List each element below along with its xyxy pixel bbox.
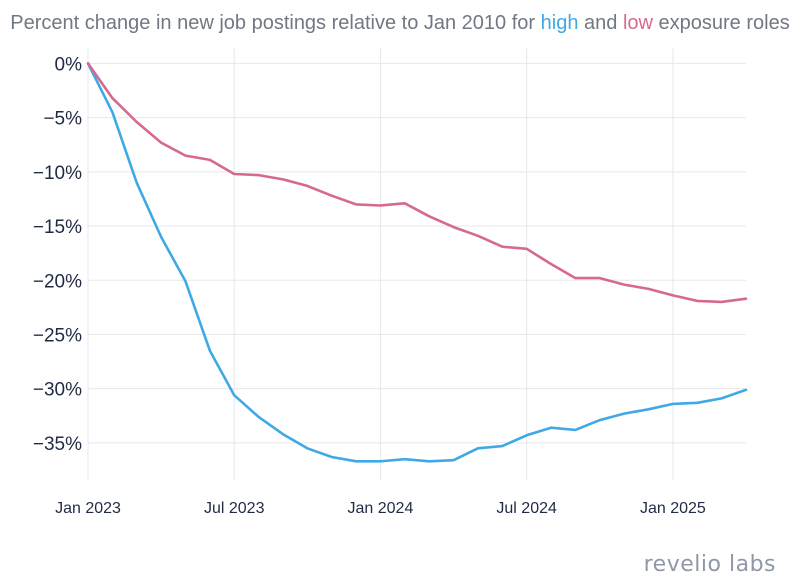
logo-part2: o labs — [707, 552, 776, 577]
y-tick-label: −15% — [33, 217, 82, 238]
y-axis-ticks: 0% −5% −10% −15% −20% −25% −30% −35% — [33, 54, 82, 454]
chart-title: Percent change in new job postings relat… — [0, 12, 800, 35]
y-tick-label: −5% — [43, 109, 82, 130]
y-tick-label: 0% — [55, 54, 83, 75]
x-axis-ticks: Jan 2023 Jul 2023 Jan 2024 Jul 2024 Jan 2025 — [55, 500, 706, 517]
y-tick-label: −30% — [33, 380, 82, 401]
title-low-word: low — [622, 12, 653, 34]
series-line-low — [86, 62, 748, 304]
grid — [87, 48, 746, 480]
title-suffix: exposure roles — [652, 12, 790, 34]
x-tick-label: Jul 2023 — [204, 500, 265, 517]
revelio-labs-logo: revelio labs — [644, 552, 776, 577]
title-high-word: high — [540, 12, 579, 34]
y-tick-label: −20% — [33, 271, 82, 292]
x-tick-label: Jan 2023 — [55, 500, 121, 517]
x-tick-label: Jul 2024 — [496, 500, 557, 517]
logo-dot: i — [700, 552, 708, 577]
y-tick-label: −25% — [33, 325, 82, 346]
title-prefix: Percent change in new job postings relat… — [10, 12, 541, 34]
x-tick-label: Jan 2024 — [348, 500, 414, 517]
y-tick-label: −35% — [33, 434, 82, 455]
y-tick-label: −10% — [33, 163, 82, 184]
series-line-high — [86, 62, 748, 463]
x-tick-label: Jan 2025 — [640, 500, 706, 517]
logo-part1: revel — [643, 552, 701, 577]
series-lines — [86, 62, 748, 463]
title-middle: and — [578, 12, 623, 34]
